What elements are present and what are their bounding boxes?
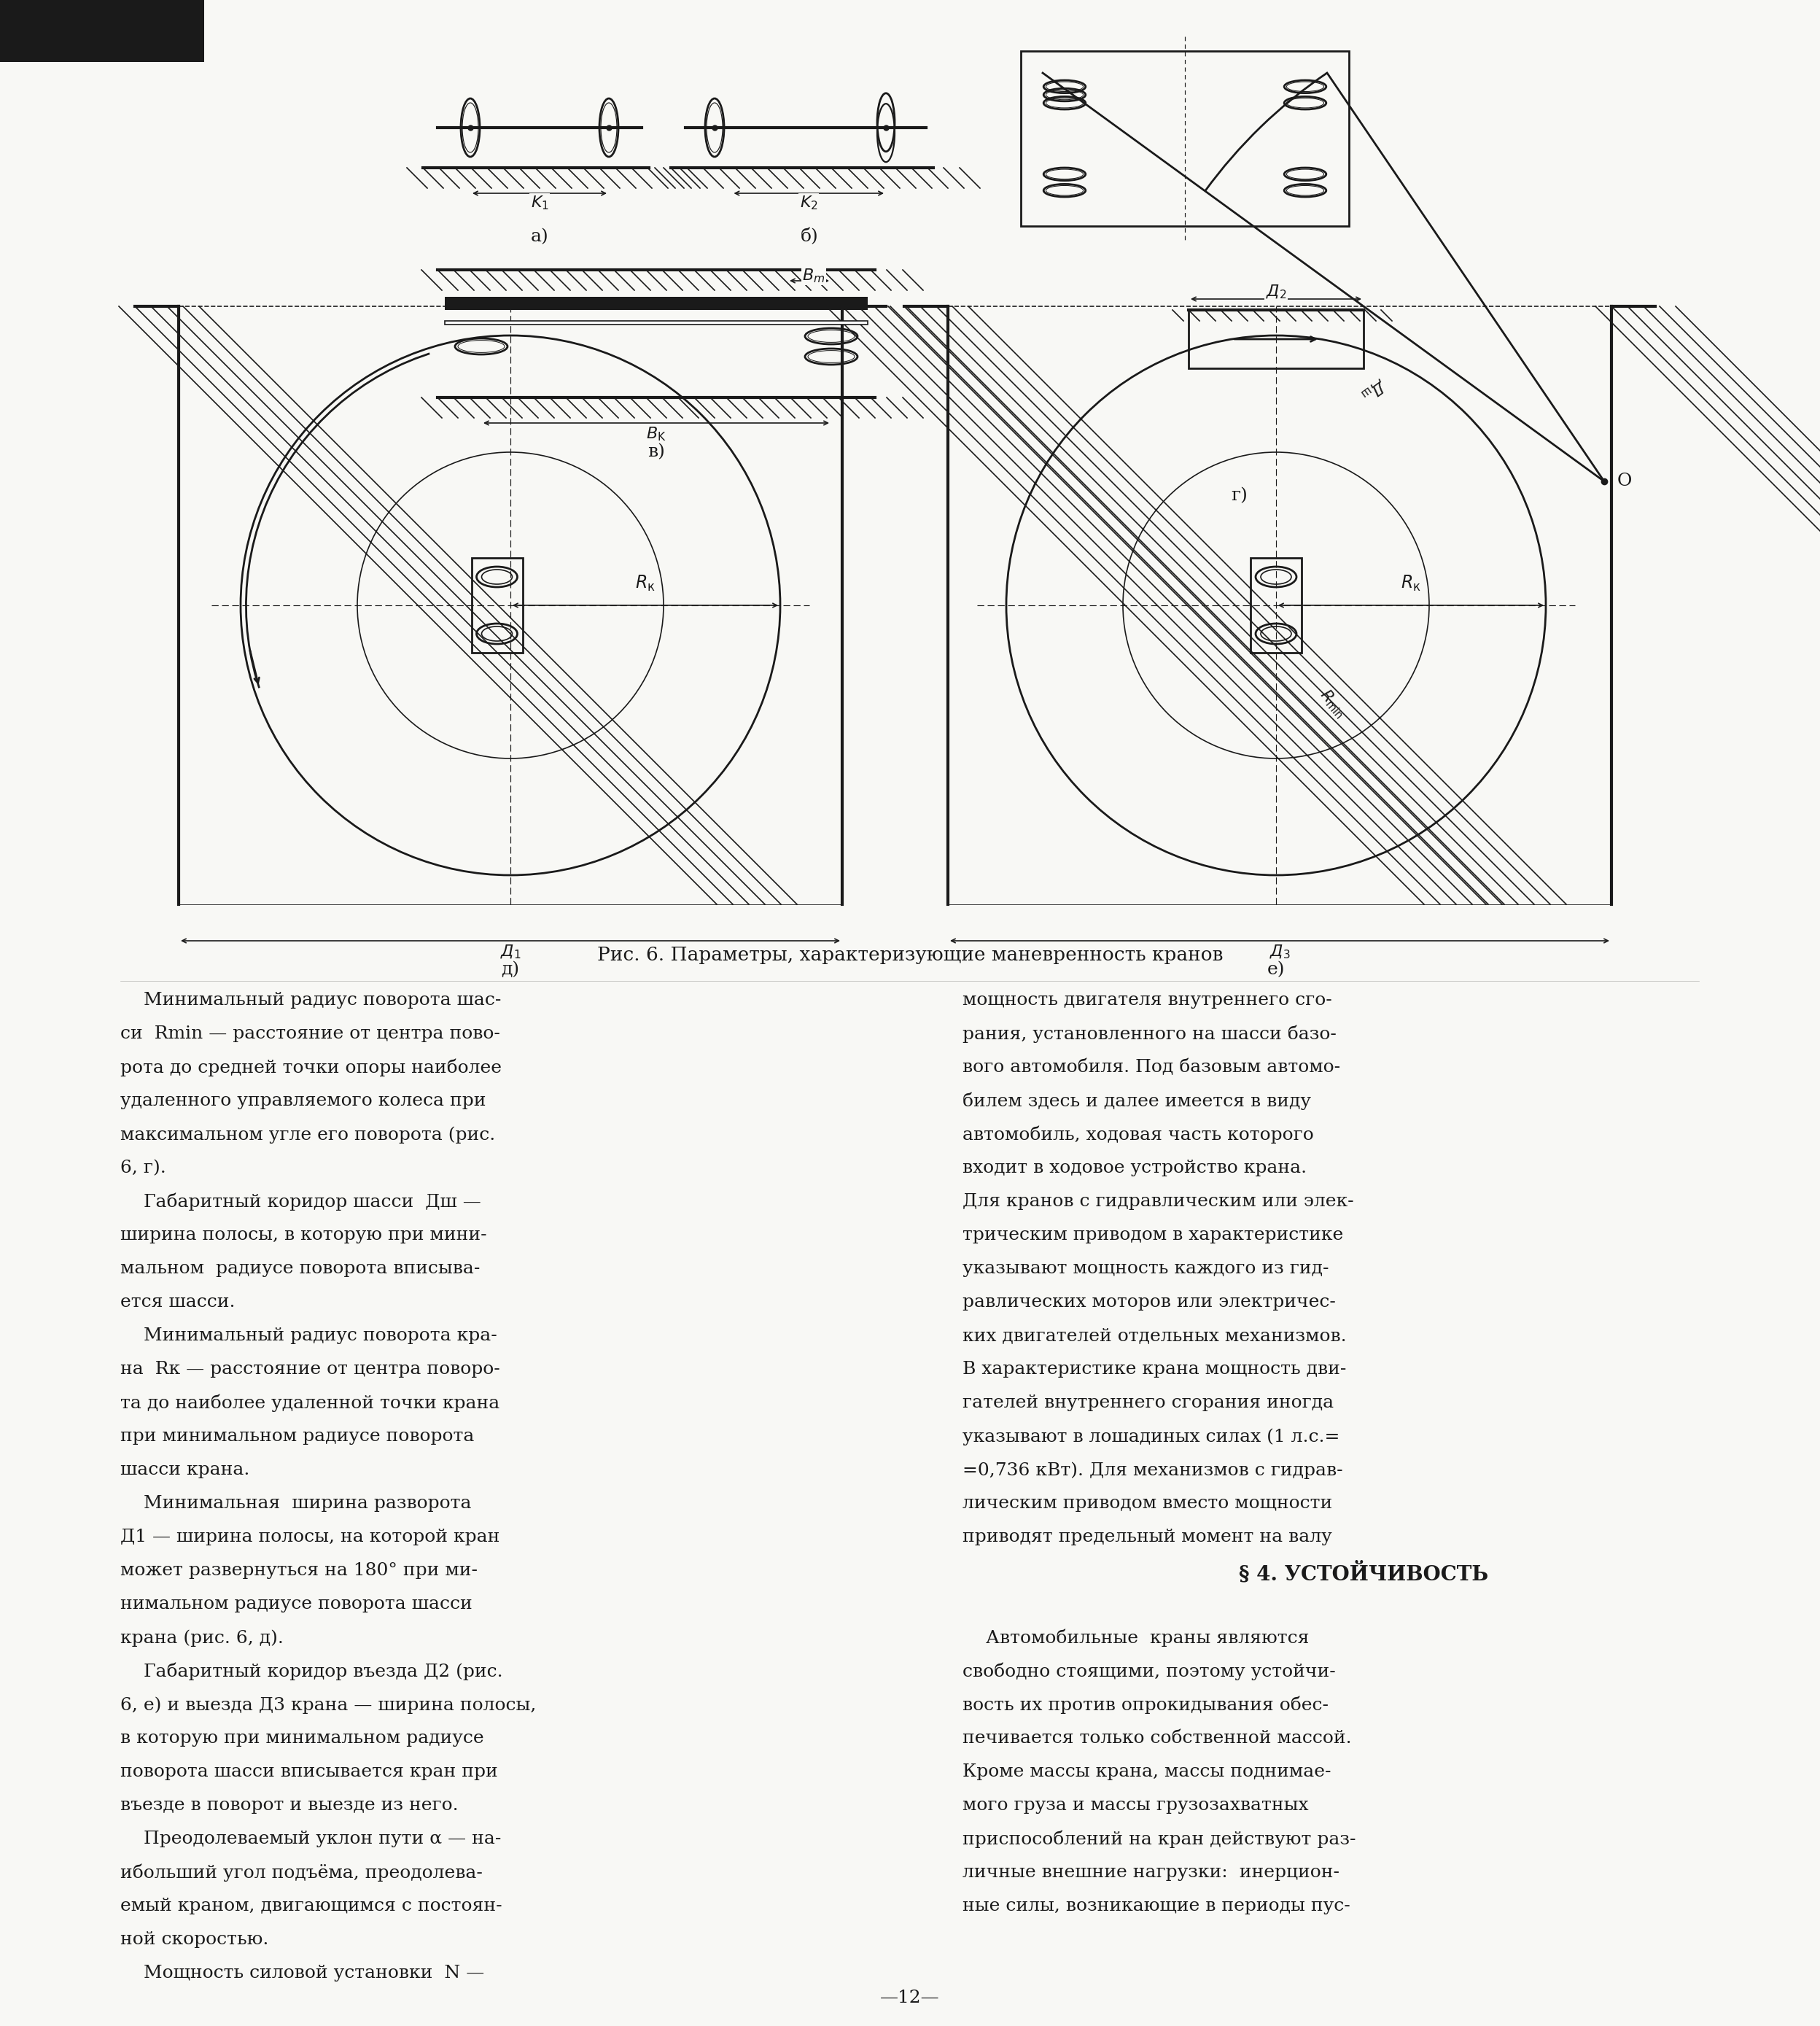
Text: $Д_2$: $Д_2$ <box>1265 284 1287 300</box>
Text: удаленного управляемого колеса при: удаленного управляемого колеса при <box>120 1092 486 1110</box>
Text: $R_{\rm к}$: $R_{\rm к}$ <box>1401 573 1421 594</box>
Text: ширина полосы, в которую при мини-: ширина полосы, в которую при мини- <box>120 1226 486 1244</box>
Text: $R_{\rm min}$: $R_{\rm min}$ <box>1316 687 1349 721</box>
Text: $R_{\rm к}$: $R_{\rm к}$ <box>635 573 655 594</box>
Text: Минимальная  ширина разворота: Минимальная ширина разворота <box>120 1495 471 1511</box>
Text: ной скоростью.: ной скоростью. <box>120 1931 269 1947</box>
Text: вого автомобиля. Под базовым автомо-: вого автомобиля. Под базовым автомо- <box>963 1060 1340 1076</box>
Text: мальном  радиусе поворота вписыва-: мальном радиусе поворота вписыва- <box>120 1260 480 1276</box>
Text: $K_1$: $K_1$ <box>530 194 548 211</box>
Text: г): г) <box>1232 488 1249 504</box>
Text: —12—: —12— <box>881 1990 939 2006</box>
Text: б): б) <box>801 229 819 245</box>
Text: может развернуться на 180° при ми-: может развернуться на 180° при ми- <box>120 1562 477 1578</box>
Text: ные силы, возникающие в периоды пус-: ные силы, возникающие в периоды пус- <box>963 1898 1350 1915</box>
Text: входит в ходовое устройство крана.: входит в ходовое устройство крана. <box>963 1159 1307 1177</box>
Bar <box>437 269 875 290</box>
Text: Габаритный коридор въезда Д2 (рис.: Габаритный коридор въезда Д2 (рис. <box>120 1663 502 1682</box>
Text: $B_{\rm K}$: $B_{\rm K}$ <box>646 425 666 442</box>
Text: Минимальный радиус поворота кра-: Минимальный радиус поворота кра- <box>120 1327 497 1343</box>
Text: в которую при минимальном радиусе: в которую при минимальном радиусе <box>120 1730 484 1746</box>
Text: рота до средней точки опоры наиболее: рота до средней точки опоры наиболее <box>120 1060 502 1076</box>
Text: Д1 — ширина полосы, на которой кран: Д1 — ширина полосы, на которой кран <box>120 1528 501 1546</box>
Text: трическим приводом в характеристике: трическим приводом в характеристике <box>963 1226 1343 1244</box>
Text: Рис. 6. Параметры, характеризующие маневренность кранов: Рис. 6. Параметры, характеризующие манев… <box>597 946 1223 964</box>
Text: ких двигателей отдельных механизмов.: ких двигателей отдельных механизмов. <box>963 1327 1347 1343</box>
Text: в): в) <box>648 444 664 460</box>
Text: емый краном, двигающимся с постоян-: емый краном, двигающимся с постоян- <box>120 1898 502 1915</box>
Text: въезде в поворот и выезде из него.: въезде в поворот и выезде из него. <box>120 1797 459 1813</box>
Text: указывают в лошадиных силах (1 л.с.=: указывают в лошадиных силах (1 л.с.= <box>963 1428 1340 1445</box>
Text: свободно стоящими, поэтому устойчи-: свободно стоящими, поэтому устойчи- <box>963 1663 1336 1682</box>
Text: Для кранов с гидравлическим или элек-: Для кранов с гидравлическим или элек- <box>963 1193 1354 1210</box>
Text: $Д_{\rm ш}$: $Д_{\rm ш}$ <box>1360 375 1389 403</box>
Text: печивается только собственной массой.: печивается только собственной массой. <box>963 1730 1352 1746</box>
Text: равлических моторов или электричес-: равлических моторов или электричес- <box>963 1295 1336 1311</box>
Text: O: O <box>1618 472 1633 490</box>
Text: ется шасси.: ется шасси. <box>120 1295 235 1311</box>
Text: вость их против опрокидывания обес-: вость их против опрокидывания обес- <box>963 1696 1329 1714</box>
Text: =0,736 кВт). Для механизмов с гидрав-: =0,736 кВт). Для механизмов с гидрав- <box>963 1461 1343 1479</box>
Text: крана (рис. 6, д).: крана (рис. 6, д). <box>120 1629 284 1647</box>
Text: Габаритный коридор шасси  Дш —: Габаритный коридор шасси Дш — <box>120 1193 480 1212</box>
Bar <box>437 397 875 417</box>
Text: лическим приводом вместо мощности: лическим приводом вместо мощности <box>963 1495 1332 1511</box>
Text: личные внешние нагрузки:  инерцион-: личные внешние нагрузки: инерцион- <box>963 1864 1340 1880</box>
Text: поворота шасси вписывается кран при: поворота шасси вписывается кран при <box>120 1763 499 1781</box>
Text: Преодолеваемый уклон пути α — на-: Преодолеваемый уклон пути α — на- <box>120 1832 501 1848</box>
Text: Мощность силовой установки  N —: Мощность силовой установки N — <box>120 1965 484 1981</box>
Bar <box>444 320 868 324</box>
Text: си  Rmin — расстояние от центра пово-: си Rmin — расстояние от центра пово- <box>120 1025 501 1041</box>
Bar <box>843 306 886 904</box>
Text: $B_{m}$: $B_{m}$ <box>803 267 824 284</box>
Text: $Д_1$: $Д_1$ <box>501 944 521 960</box>
Text: мощность двигателя внутреннего сго-: мощность двигателя внутреннего сго- <box>963 993 1332 1009</box>
Bar <box>1188 310 1363 320</box>
Text: приводят предельный момент на валу: приводят предельный момент на валу <box>963 1528 1332 1546</box>
Bar <box>905 306 948 904</box>
Text: на  Rк — расстояние от центра поворо-: на Rк — расстояние от центра поворо- <box>120 1361 501 1378</box>
Text: а): а) <box>531 229 548 245</box>
Text: при минимальном радиусе поворота: при минимальном радиусе поворота <box>120 1428 475 1445</box>
Text: автомобиль, ходовая часть которого: автомобиль, ходовая часть которого <box>963 1126 1314 1145</box>
Text: 6, г).: 6, г). <box>120 1159 166 1177</box>
Text: $Д_3$: $Д_3$ <box>1269 944 1290 960</box>
Text: гателей внутреннего сгорания иногда: гателей внутреннего сгорания иногда <box>963 1394 1334 1412</box>
Text: рания, установленного на шасси базо-: рания, установленного на шасси базо- <box>963 1025 1336 1043</box>
Text: Минимальный радиус поворота шас-: Минимальный радиус поворота шас- <box>120 993 501 1009</box>
Text: приспособлений на кран действуют раз-: приспособлений на кран действуют раз- <box>963 1832 1356 1848</box>
Text: Кроме массы крана, массы поднимае-: Кроме массы крана, массы поднимае- <box>963 1763 1330 1781</box>
Text: билем здесь и далее имеется в виду: билем здесь и далее имеется в виду <box>963 1092 1310 1110</box>
Text: $K_2$: $K_2$ <box>799 194 817 211</box>
Bar <box>0 0 204 63</box>
Text: максимальном угле его поворота (рис.: максимальном угле его поворота (рис. <box>120 1126 495 1143</box>
Text: е): е) <box>1267 962 1285 979</box>
Bar <box>135 306 178 904</box>
Text: нимальном радиусе поворота шасси: нимальном радиусе поворота шасси <box>120 1596 473 1613</box>
Text: ибольший угол подъёма, преодолева-: ибольший угол подъёма, преодолева- <box>120 1864 482 1882</box>
Bar <box>1611 306 1654 904</box>
Text: мого груза и массы грузозахватных: мого груза и массы грузозахватных <box>963 1797 1309 1813</box>
Text: д): д) <box>501 962 519 979</box>
Text: § 4. УСТОЙЧИВОСТЬ: § 4. УСТОЙЧИВОСТЬ <box>1239 1562 1489 1584</box>
Bar <box>1021 51 1349 227</box>
Text: 6, е) и выезда Д3 крана — ширина полосы,: 6, е) и выезда Д3 крана — ширина полосы, <box>120 1696 537 1714</box>
Bar <box>444 298 868 310</box>
Bar <box>422 168 650 188</box>
Text: Автомобильные  краны являются: Автомобильные краны являются <box>963 1629 1309 1647</box>
Text: В характеристике крана мощность дви-: В характеристике крана мощность дви- <box>963 1361 1347 1378</box>
Text: указывают мощность каждого из гид-: указывают мощность каждого из гид- <box>963 1260 1329 1276</box>
Bar <box>672 168 934 188</box>
Text: шасси крана.: шасси крана. <box>120 1461 249 1479</box>
Text: та до наиболее удаленной точки крана: та до наиболее удаленной точки крана <box>120 1394 501 1412</box>
Bar <box>1188 310 1363 369</box>
